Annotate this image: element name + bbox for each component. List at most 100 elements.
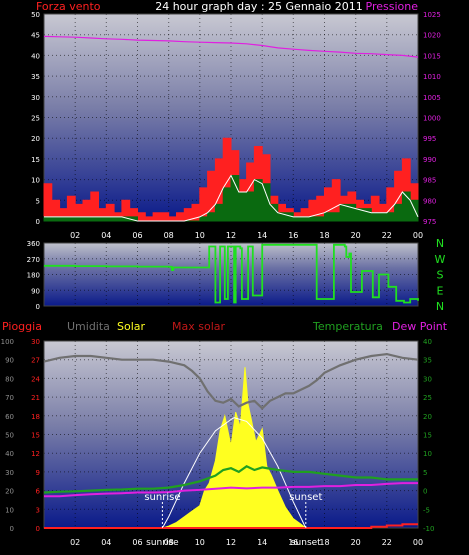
x-tick-label: 20 [351,231,361,240]
compass-label: N [436,237,444,250]
y-tick-label: 24 [31,375,40,383]
y-tick-label: 0 [10,525,14,533]
y-tick-label: 3 [36,506,40,514]
panel1-x-tick-labels: 02 04 06 08 10 12 14 16 18 20 22 00 [70,231,423,240]
y-tick-label: 985 [423,177,436,185]
x-tick-label: 00 [413,231,423,240]
y-tick-label: 25 [423,394,432,402]
y-tick-label: 40 [5,450,14,458]
y-tick-label: 18 [31,413,40,421]
y-tick-label: 10 [423,450,432,458]
y-tick-label: 12 [31,450,40,458]
panel3-rain-tick-labels: 0 3 6 9 12 15 18 21 24 27 30 [31,338,40,533]
x-tick-label: 10 [195,538,205,547]
panel3-x-tick-labels: sunrise sunset 02 04 06 08 10 12 14 16 18 20 22 00 [70,538,423,548]
compass-label: E [437,284,444,297]
x-tick-label: 08 [164,538,174,547]
y-tick-label: 70 [5,394,14,402]
y-tick-label: 30 [423,375,432,383]
panel3-temperature-tick-labels: -10 -5 0 5 10 15 20 25 30 35 40 [423,338,434,533]
y-tick-label: 30 [31,338,40,346]
rain-line [44,523,418,529]
panel1-left-axis-label: Forza vento [36,0,101,13]
panel2-series [44,243,419,304]
y-tick-label: 100 [1,338,14,346]
y-tick-label: 5 [36,197,40,205]
y-tick-label: 20 [5,488,14,496]
y-tick-label: 980 [423,197,436,205]
panel-frame [43,242,419,307]
legend-solar: Solar [117,320,146,333]
y-tick-label: 40 [423,338,432,346]
legend-temperature: Temperatura [312,320,383,333]
compass-label: S [437,269,444,282]
x-tick-label: 16 [288,231,298,240]
wind-direction-line [44,243,419,304]
y-tick-label: 30 [5,469,14,477]
x-tick-label: 18 [319,231,329,240]
x-tick-label: 22 [382,231,392,240]
y-tick-label: 15 [31,432,40,440]
panel1-right-tick-labels: 975 980 985 990 995 1000 1005 1010 1015 1020 1025 [423,11,441,226]
y-tick-label: -5 [423,506,430,514]
y-tick-label: -10 [423,525,434,533]
y-tick-label: 50 [5,432,14,440]
y-tick-label: 5 [423,469,427,477]
x-tick-label: 14 [257,231,267,240]
chart-title: 24 hour graph day : 25 Gennaio 2011 [155,0,363,13]
x-tick-label: 02 [70,538,80,547]
x-tick-label: 04 [101,538,111,547]
y-tick-label: 35 [31,73,40,81]
x-tick-label: 06 [132,231,142,240]
x-tick-label: 04 [101,231,111,240]
bottom-sunrise-label: sunrise [146,538,179,548]
y-tick-label: 15 [423,432,432,440]
y-tick-label: 10 [31,177,40,185]
panel3-humidity-tick-labels: 0 10 20 30 40 50 60 70 80 90 100 [1,338,14,533]
y-tick-label: 6 [36,488,41,496]
x-tick-label: 08 [164,231,174,240]
y-tick-label: 995 [423,135,436,143]
y-tick-label: 50 [31,11,40,19]
y-tick-label: 360 [27,240,40,248]
x-tick-label: 18 [319,538,329,547]
legend-humidity: Umidita [67,320,110,333]
y-tick-label: 45 [31,32,40,40]
x-tick-label: 20 [351,538,361,547]
x-tick-label: 12 [226,231,236,240]
temperature-line [43,465,418,494]
y-tick-label: 0 [36,525,40,533]
y-tick-label: 1005 [423,94,441,102]
y-tick-label: 90 [5,357,14,365]
x-tick-label: 14 [257,538,267,547]
compass-label: N [436,300,444,313]
x-tick-label: 06 [132,538,142,547]
average-wind-line [44,174,419,222]
sunset-label: sunset [289,492,322,503]
x-tick-label: 22 [382,538,392,547]
y-tick-label: 80 [5,375,14,383]
y-tick-label: 270 [27,256,40,264]
y-tick-label: 1000 [423,115,441,123]
y-tick-label: 9 [36,469,40,477]
panel2-left-tick-labels: 0 90 180 270 360 [27,240,40,311]
y-tick-label: 20 [31,135,40,143]
y-tick-label: 21 [31,394,40,402]
y-tick-label: 15 [31,156,40,164]
x-tick-label: 12 [226,538,236,547]
panel1-right-axis-label: Pressione [366,0,419,13]
y-tick-label: 1025 [423,11,441,19]
y-tick-label: 975 [423,218,436,226]
panel3-series [43,352,419,529]
y-tick-label: 30 [31,94,40,102]
y-tick-label: 1020 [423,32,441,40]
panel3-sun-markers: sunrise sunset [144,492,322,528]
compass-label: W [435,253,446,266]
legend-rain: Pioggia [2,320,42,333]
y-tick-label: 0 [36,303,40,311]
y-tick-label: 10 [5,506,14,514]
sunrise-label: sunrise [144,492,180,503]
y-tick-label: 1015 [423,52,441,60]
